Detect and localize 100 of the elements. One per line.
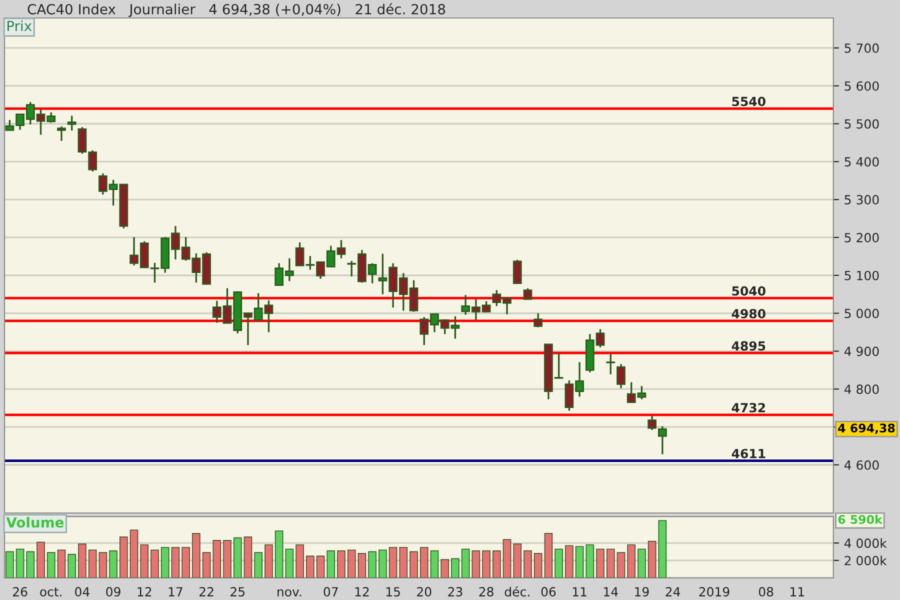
candlestick bbox=[57, 126, 66, 142]
x-tick-label: 12 bbox=[138, 587, 152, 596]
y-axis-title: Prix bbox=[8, 20, 32, 32]
x-tick-label: nov. bbox=[278, 589, 302, 597]
y-tick-label: 4 900 bbox=[844, 346, 879, 356]
bar bbox=[648, 540, 656, 578]
candlestick bbox=[534, 312, 543, 328]
bar bbox=[337, 550, 346, 578]
bar bbox=[202, 552, 211, 578]
bar bbox=[223, 540, 232, 578]
candlestick bbox=[523, 287, 532, 300]
y-tick-label: 4 000k bbox=[844, 538, 887, 548]
y-tick-label: 5 600 bbox=[844, 81, 879, 91]
bar bbox=[120, 536, 128, 578]
ref-line-label: 4980 bbox=[732, 308, 766, 318]
bar bbox=[502, 539, 512, 578]
bar bbox=[6, 551, 14, 578]
x-tick-label: 24 bbox=[666, 587, 680, 596]
bar bbox=[26, 551, 35, 578]
bar bbox=[420, 546, 428, 578]
x-tick-label: 22 bbox=[200, 587, 214, 596]
bar bbox=[192, 533, 200, 578]
bar bbox=[616, 552, 626, 578]
bar bbox=[513, 543, 522, 578]
bar bbox=[264, 544, 273, 578]
candlestick bbox=[616, 363, 626, 390]
x-tick-label: 25 bbox=[230, 587, 244, 597]
y-tick-label: 4 600 bbox=[844, 460, 879, 470]
bar bbox=[16, 548, 24, 578]
y-tick-label: 4 800 bbox=[844, 384, 879, 394]
y-tick-label: 5 200 bbox=[844, 232, 879, 242]
bar bbox=[554, 548, 563, 578]
bar bbox=[212, 540, 222, 578]
bar bbox=[410, 551, 418, 578]
bar bbox=[451, 558, 460, 578]
bar bbox=[244, 536, 252, 578]
x-tick-label: 26 bbox=[13, 587, 28, 597]
bar bbox=[544, 533, 553, 578]
bar bbox=[326, 550, 336, 578]
y-tick-label: 5 400 bbox=[844, 157, 879, 167]
bar bbox=[524, 550, 532, 578]
bar bbox=[627, 544, 636, 578]
bar bbox=[78, 543, 86, 578]
bar bbox=[57, 550, 66, 578]
y-tick-label: 5 300 bbox=[844, 195, 879, 204]
x-tick-label: 11 bbox=[790, 587, 804, 596]
bar bbox=[586, 544, 594, 578]
candlestick bbox=[606, 353, 616, 376]
bar bbox=[160, 546, 170, 578]
bar bbox=[98, 552, 108, 578]
bar bbox=[658, 520, 667, 578]
bar bbox=[171, 546, 180, 578]
ref-line-label: 5040 bbox=[732, 286, 766, 296]
bar bbox=[534, 553, 542, 578]
bar bbox=[492, 550, 501, 578]
bar bbox=[565, 545, 574, 578]
bar bbox=[606, 548, 615, 578]
bar bbox=[285, 548, 294, 578]
candlestick bbox=[67, 114, 76, 132]
x-tick-label: 23 bbox=[448, 587, 462, 597]
bar bbox=[316, 556, 325, 578]
bar bbox=[638, 548, 646, 578]
bar bbox=[130, 530, 138, 578]
chart-title: CAC40 Index Journalier 4 694,38 (+0,04%) 21 déc. 2018 bbox=[28, 3, 446, 18]
bar bbox=[233, 537, 242, 578]
bar bbox=[254, 552, 262, 578]
y-tick-label: 5 500 bbox=[844, 119, 879, 129]
ref-line-label: 4895 bbox=[732, 341, 766, 351]
bar bbox=[482, 550, 490, 578]
x-tick-label: 08 bbox=[758, 587, 774, 597]
bar bbox=[46, 552, 56, 578]
bar bbox=[388, 546, 398, 578]
bar bbox=[358, 553, 366, 578]
bar bbox=[306, 556, 314, 578]
y-axis-title: Volume bbox=[6, 516, 64, 528]
y-tick-label: 2 000k bbox=[844, 556, 887, 566]
bar bbox=[36, 542, 45, 578]
candlestick bbox=[512, 258, 522, 284]
ref-line-label: 5540 bbox=[732, 96, 766, 106]
y-tick-label: 5 700 bbox=[844, 43, 879, 53]
bar bbox=[399, 546, 408, 578]
x-tick-label: 20 bbox=[417, 587, 432, 597]
bar bbox=[430, 550, 439, 578]
bar bbox=[472, 550, 480, 578]
bar bbox=[461, 548, 470, 578]
text: 6 590k bbox=[838, 514, 883, 524]
x-tick-label: 09 bbox=[106, 587, 120, 597]
bar bbox=[150, 550, 159, 578]
x-tick-label: 19 bbox=[635, 587, 649, 597]
bar bbox=[274, 530, 284, 578]
text: 4 694,38 bbox=[838, 424, 895, 434]
ref-line-label: 4611 bbox=[732, 448, 766, 458]
x-tick-label: 14 bbox=[604, 587, 618, 596]
bar bbox=[596, 548, 604, 578]
bar bbox=[109, 550, 118, 578]
bar bbox=[88, 550, 97, 578]
x-tick-label: 12 bbox=[355, 587, 369, 596]
x-tick-label: 28 bbox=[479, 587, 494, 597]
bar bbox=[140, 544, 149, 578]
x-tick-label: 15 bbox=[386, 587, 400, 597]
